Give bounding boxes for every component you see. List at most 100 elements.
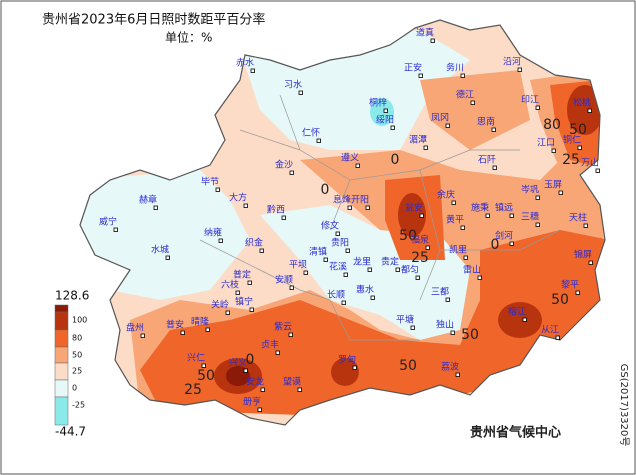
legend: 128.6 100 80 50 25 0 -25 -44.7	[54, 289, 89, 439]
station-label: 镇远	[495, 202, 513, 214]
station-marker	[588, 260, 593, 265]
band-80-100	[331, 358, 359, 386]
station-marker	[551, 148, 556, 153]
station-label: 水城	[151, 244, 169, 256]
station-label: 德江	[456, 89, 474, 101]
station-marker	[275, 350, 280, 355]
station-label: 黄平	[446, 214, 464, 226]
legend-label: 128.6	[55, 289, 89, 303]
station-marker	[341, 300, 346, 305]
legend-label: 25	[72, 367, 82, 376]
station-marker	[535, 222, 540, 227]
station-label: 兴仁	[187, 352, 205, 364]
contour-label: 0	[491, 237, 500, 253]
footer: 贵州省气候中心	[470, 425, 561, 441]
band-80-100	[498, 302, 542, 338]
station-label: 铜仁	[563, 134, 581, 146]
station-marker	[243, 203, 248, 208]
station-label: 紫云	[274, 322, 292, 333]
station-label: 罗甸	[338, 354, 356, 366]
station-marker	[460, 73, 465, 78]
station-label: 平塘	[396, 314, 414, 326]
station-marker	[430, 38, 435, 43]
legend-label: 0	[72, 384, 77, 393]
station-marker	[460, 225, 465, 230]
station-marker	[257, 407, 262, 412]
station-marker	[343, 272, 348, 277]
station-label: 松桃	[573, 97, 591, 109]
station-marker	[415, 275, 420, 280]
contour-label: 50	[569, 122, 587, 138]
station-label: 湄潭	[409, 135, 427, 146]
legend-label: 50	[72, 351, 82, 360]
station-marker	[418, 73, 423, 78]
station-marker	[260, 387, 265, 392]
station-label: 江口	[537, 138, 555, 149]
station-marker	[201, 363, 206, 368]
station-label: 兴义	[229, 358, 247, 369]
legend-label: 100	[72, 316, 87, 325]
station-marker	[365, 205, 370, 210]
legend-swatch	[54, 329, 69, 348]
contour-label: 25	[562, 152, 580, 168]
station-marker	[535, 105, 540, 110]
station-marker	[259, 248, 264, 253]
station-label: 长顺	[327, 289, 345, 301]
station-marker	[395, 267, 400, 272]
unit: 单位：%	[165, 30, 212, 45]
band-low	[370, 98, 394, 126]
contour-label: 0	[321, 182, 330, 198]
station-marker	[370, 295, 375, 300]
station-label: 普安	[166, 319, 184, 331]
station-marker	[303, 270, 308, 275]
station-marker	[289, 285, 294, 290]
station-marker	[367, 267, 372, 272]
station-marker	[288, 332, 293, 337]
station-marker	[225, 310, 230, 315]
station-marker	[595, 168, 600, 173]
station-label: 惠水	[356, 284, 374, 296]
boundary-lines	[199, 94, 561, 341]
station-marker	[298, 90, 303, 95]
station-marker	[247, 280, 252, 285]
station-label: 沿河	[503, 56, 521, 68]
station-marker	[419, 213, 424, 218]
station-marker	[289, 170, 294, 175]
station-label: 思南	[477, 116, 495, 128]
station-marker	[243, 368, 248, 373]
station-label: 赤水	[236, 57, 254, 69]
station-label: 贞丰	[261, 339, 279, 351]
station-marker	[235, 290, 240, 295]
station-marker	[509, 213, 514, 218]
legend-label: 80	[72, 334, 82, 343]
station-label: 普定	[233, 269, 251, 281]
station-marker	[455, 372, 460, 377]
station-label: 天柱	[569, 212, 587, 224]
station-label: 石阡	[478, 155, 496, 166]
station-label: 雷山	[463, 265, 481, 276]
station-marker	[249, 307, 254, 312]
station-marker	[316, 138, 321, 143]
legend-swatch	[54, 379, 69, 398]
station-label: 三穗	[521, 211, 539, 223]
station-label: 榕江	[508, 306, 526, 318]
band-80-100	[567, 85, 603, 135]
station-marker	[463, 255, 468, 260]
station-marker	[215, 187, 220, 192]
legend-label: -44.7	[55, 425, 86, 439]
station-marker	[140, 333, 145, 338]
contour-label: 50	[551, 292, 569, 308]
station-marker	[297, 387, 302, 392]
station-marker	[451, 200, 456, 205]
station-label: 仁怀	[302, 127, 320, 139]
station-label: 六枝	[221, 279, 239, 291]
station-marker	[450, 330, 455, 335]
station-marker	[558, 190, 563, 195]
station-marker	[153, 205, 158, 210]
legend-swatch	[54, 346, 69, 364]
contour-label: 50	[399, 358, 417, 374]
station-label: 习水	[284, 79, 302, 91]
station-marker	[390, 125, 395, 130]
